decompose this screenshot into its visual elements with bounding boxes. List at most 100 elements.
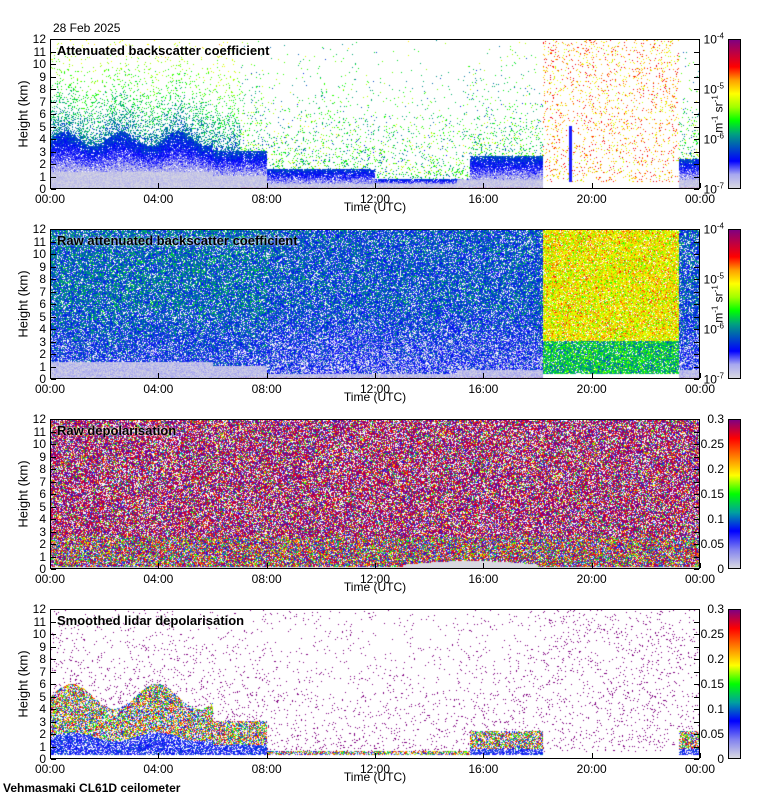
y-tick-label: 8 bbox=[39, 462, 46, 476]
y-tick bbox=[51, 696, 56, 698]
y-tick-label: 6 bbox=[39, 297, 46, 311]
y-tick-label: 4 bbox=[39, 322, 46, 336]
y-tick bbox=[51, 241, 56, 243]
x-tick-label: 12:00 bbox=[359, 192, 391, 206]
y-tick bbox=[51, 721, 56, 723]
y-tick-label: 4 bbox=[39, 512, 46, 526]
colorbar-tick-label: 0 bbox=[717, 562, 724, 576]
colorbar bbox=[728, 39, 741, 189]
y-tick-label: 4 bbox=[39, 132, 46, 146]
date-label: 28 Feb 2025 bbox=[53, 21, 121, 35]
y-tick-label: 3 bbox=[39, 714, 46, 729]
y-tick bbox=[694, 684, 699, 685]
colorbar bbox=[728, 419, 741, 569]
y-tick bbox=[51, 114, 56, 115]
y-tick bbox=[694, 114, 699, 115]
y-tick bbox=[51, 229, 56, 230]
heatmap-canvas bbox=[50, 230, 700, 379]
x-tick bbox=[700, 183, 701, 188]
y-tick bbox=[51, 316, 56, 318]
colorbar-tick-label: 10-4 bbox=[703, 31, 724, 47]
y-tick bbox=[694, 291, 699, 293]
y-tick bbox=[694, 241, 699, 243]
y-tick bbox=[694, 506, 699, 508]
x-tick-label: 20:00 bbox=[576, 572, 607, 586]
y-tick bbox=[694, 494, 699, 495]
y-tick-label: 5 bbox=[39, 499, 46, 514]
x-tick bbox=[266, 753, 268, 758]
y-tick-label: 4 bbox=[39, 702, 46, 716]
y-tick bbox=[51, 746, 56, 748]
y-tick bbox=[51, 189, 56, 190]
y-tick bbox=[51, 366, 56, 368]
y-tick bbox=[694, 341, 699, 343]
y-tick-label: 8 bbox=[39, 652, 46, 666]
y-tick bbox=[51, 176, 56, 178]
y-tick bbox=[51, 291, 56, 293]
y-tick bbox=[694, 696, 699, 698]
x-tick bbox=[700, 373, 701, 378]
y-tick bbox=[694, 444, 699, 445]
y-tick bbox=[694, 189, 699, 190]
y-tick bbox=[51, 569, 56, 570]
y-tick bbox=[51, 304, 56, 305]
heatmap-plot bbox=[50, 230, 700, 379]
y-tick-label: 10 bbox=[32, 57, 46, 71]
y-tick bbox=[694, 379, 699, 380]
x-tick-label: 20:00 bbox=[576, 762, 607, 776]
colorbar-tick-label: 10-7 bbox=[703, 181, 724, 197]
x-tick-label: 00:00 bbox=[684, 762, 716, 776]
y-tick bbox=[694, 101, 699, 103]
y-tick bbox=[51, 646, 56, 648]
x-tick-label: 12:00 bbox=[359, 572, 391, 586]
y-tick bbox=[51, 684, 56, 685]
y-tick bbox=[51, 531, 56, 533]
y-tick-label: 2 bbox=[39, 537, 46, 551]
x-tick bbox=[591, 753, 593, 758]
y-tick bbox=[51, 609, 56, 610]
y-tick bbox=[51, 139, 56, 140]
colorbar-tick-label: 0.05 bbox=[700, 727, 724, 741]
site-instrument-label: Vehmasmaki CL61D ceilometer bbox=[3, 781, 181, 795]
x-axis-label: Time (UTC) bbox=[343, 770, 407, 784]
y-tick bbox=[51, 354, 56, 355]
y-tick bbox=[694, 39, 699, 40]
x-tick-label: 08:00 bbox=[251, 762, 282, 776]
y-tick-label: 1 bbox=[39, 739, 46, 754]
x-tick bbox=[266, 373, 268, 378]
x-tick-label: 08:00 bbox=[251, 572, 282, 586]
x-tick-label: 04:00 bbox=[143, 572, 174, 586]
chart-panel-1: Attenuated backscatter coefficient Height… bbox=[0, 0, 780, 214]
x-tick-label: 04:00 bbox=[143, 762, 174, 776]
y-tick bbox=[694, 89, 699, 90]
y-tick bbox=[694, 531, 699, 533]
y-tick bbox=[51, 444, 56, 445]
x-tick bbox=[375, 183, 376, 188]
y-tick-label: 12 bbox=[32, 32, 46, 46]
y-tick-label: 7 bbox=[39, 284, 46, 299]
x-tick-label: 04:00 bbox=[143, 192, 174, 206]
heatmap-plot bbox=[50, 40, 700, 189]
y-tick bbox=[51, 759, 56, 760]
colorbar-unit: m-1 sr-1 bbox=[710, 285, 726, 323]
x-tick bbox=[375, 373, 376, 378]
y-tick bbox=[51, 709, 56, 710]
y-tick bbox=[51, 494, 56, 495]
y-tick bbox=[694, 456, 699, 458]
x-tick-label: 08:00 bbox=[251, 382, 282, 396]
colorbar-tick-label: 10-5 bbox=[703, 271, 724, 287]
x-tick-label: 16:00 bbox=[468, 762, 499, 776]
y-tick-label: 9 bbox=[39, 69, 46, 84]
y-tick-label: 9 bbox=[39, 449, 46, 464]
y-tick-label: 3 bbox=[39, 524, 46, 539]
y-tick bbox=[51, 76, 56, 78]
colorbar bbox=[728, 609, 741, 759]
colorbar-tick-label: 10-5 bbox=[703, 81, 724, 97]
x-tick bbox=[375, 563, 376, 568]
x-tick-label: 08:00 bbox=[251, 192, 282, 206]
y-tick-label: 7 bbox=[39, 94, 46, 109]
chart-panel-4: Smoothed lidar depolarisation Height (km)… bbox=[0, 570, 780, 784]
y-tick bbox=[694, 469, 699, 470]
y-tick-label: 2 bbox=[39, 727, 46, 741]
x-tick bbox=[266, 183, 268, 188]
